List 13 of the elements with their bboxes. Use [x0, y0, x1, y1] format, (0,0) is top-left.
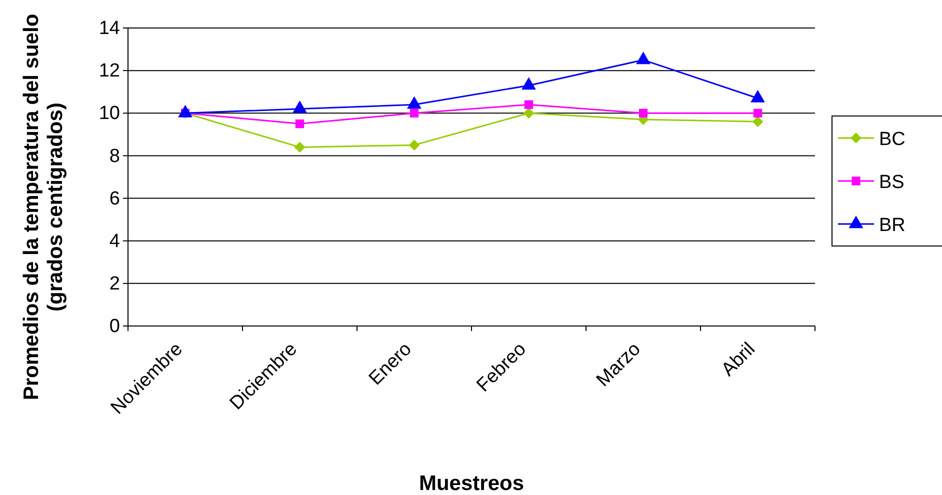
legend-label: BS — [879, 172, 904, 193]
y-tick-label: 2 — [109, 274, 120, 295]
legend-label: BR — [879, 215, 906, 236]
y-tick-label: 6 — [109, 188, 120, 210]
x-axis-title: Muestreos — [418, 472, 524, 495]
y-tick-label: 4 — [109, 230, 120, 252]
y-axis-title: Promedios de la temperatura del suelo (grados centigrados) — [20, 14, 67, 400]
y-tick-label: 12 — [98, 60, 120, 82]
y-tick-label: 0 — [109, 316, 120, 338]
y-tick-label: 8 — [109, 146, 120, 167]
legend-label: BC — [879, 129, 906, 150]
y-tick-label: 10 — [98, 103, 120, 124]
y-tick-label: 14 — [98, 18, 120, 40]
